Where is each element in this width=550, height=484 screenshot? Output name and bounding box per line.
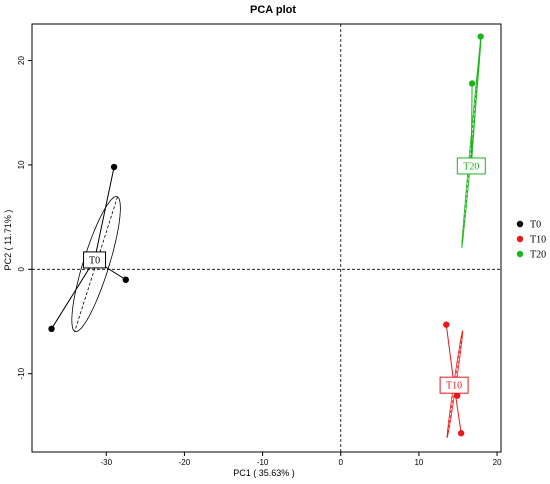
centroid-label-box bbox=[439, 376, 469, 394]
legend-marker bbox=[516, 220, 524, 228]
spoke-line bbox=[470, 36, 482, 167]
x-tick-label: -20 bbox=[179, 458, 191, 467]
x-tick-label: -10 bbox=[257, 458, 269, 467]
data-point bbox=[110, 163, 118, 171]
data-point bbox=[477, 33, 484, 40]
confidence-ellipse bbox=[71, 196, 121, 333]
series-t20: T20 bbox=[456, 33, 486, 248]
data-point bbox=[454, 392, 461, 399]
x-axis-ticks: -30 -20 -10 0 10 20 bbox=[100, 452, 502, 467]
spoke-line bbox=[445, 324, 455, 386]
legend-marker bbox=[516, 250, 524, 258]
series-t10: T10 bbox=[439, 321, 469, 439]
chart-title: PCA plot bbox=[250, 4, 296, 16]
y-tick-label: 0 bbox=[17, 267, 26, 272]
ellipse-major-axis bbox=[446, 330, 464, 438]
legend-label: T10 bbox=[530, 235, 546, 246]
legend: T0 T10 T20 bbox=[516, 220, 546, 261]
legend-label: T0 bbox=[530, 220, 541, 231]
y-tick-label: 10 bbox=[17, 160, 26, 169]
x-tick-label: 10 bbox=[414, 458, 423, 467]
reference-lines bbox=[32, 24, 501, 452]
spoke-line bbox=[94, 166, 115, 261]
x-tick-label: 20 bbox=[493, 458, 502, 467]
legend-item-t10: T10 bbox=[516, 235, 546, 246]
x-tick-label: 0 bbox=[339, 458, 344, 467]
data-point bbox=[443, 321, 450, 328]
centroid-label-box bbox=[456, 157, 486, 175]
legend-item-t20: T20 bbox=[516, 250, 546, 261]
plot-frame bbox=[31, 23, 502, 453]
data-point bbox=[122, 276, 129, 283]
y-tick-label: -10 bbox=[17, 367, 26, 379]
spoke-line bbox=[470, 83, 473, 166]
legend-marker bbox=[516, 235, 524, 243]
y-tick-label: 20 bbox=[17, 56, 26, 65]
x-axis-label: PC1 ( 35.63% ) bbox=[233, 468, 295, 478]
series-t0: T0 bbox=[48, 163, 129, 333]
y-axis-label: PC2 ( 11.71% ) bbox=[3, 210, 13, 271]
centroid-label: T10 bbox=[446, 381, 462, 392]
centroid-label: T0 bbox=[89, 255, 100, 266]
data-point bbox=[457, 430, 465, 437]
legend-label: T20 bbox=[530, 250, 546, 261]
centroid-label: T20 bbox=[463, 161, 479, 172]
data-point bbox=[48, 325, 55, 333]
legend-item-t0: T0 bbox=[516, 220, 541, 231]
x-tick-label: -30 bbox=[100, 458, 112, 467]
centroid-label-box bbox=[83, 251, 107, 269]
spoke-line bbox=[51, 259, 95, 330]
y-axis-ticks: -10 0 10 20 bbox=[17, 56, 32, 379]
data-point bbox=[468, 80, 476, 87]
series-layer: T0 T10 T20 bbox=[48, 33, 486, 439]
